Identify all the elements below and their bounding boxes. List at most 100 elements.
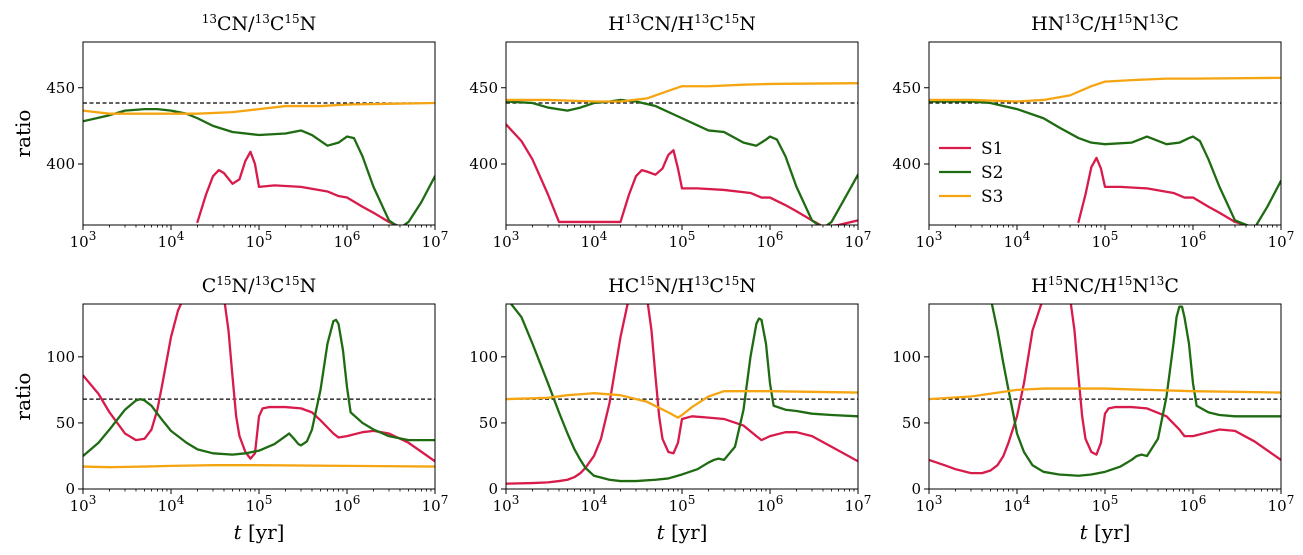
legend-label-S3: S3: [981, 187, 1003, 207]
x-tick-label: 107: [1268, 229, 1295, 251]
x-tick-label: 107: [845, 493, 872, 515]
tick-exponent: 6: [776, 493, 784, 507]
title-fragment: 13: [694, 12, 709, 26]
title-fragment: 13: [625, 12, 640, 26]
tick-base: 10: [845, 233, 864, 251]
series-line-S1: [506, 304, 858, 485]
title-fragment: 13: [1149, 12, 1164, 26]
tick-base: 10: [1004, 497, 1023, 515]
tick-base: 10: [70, 497, 89, 515]
title-fragment: C: [202, 275, 217, 297]
title-fragment: H: [1031, 275, 1048, 297]
y-tick-label: 50: [902, 414, 921, 432]
x-tick-label: 104: [1004, 229, 1031, 251]
x-axis-label-symbol: t: [657, 520, 666, 544]
title-fragment: C: [1164, 13, 1179, 35]
x-tick-label: 105: [246, 229, 273, 251]
tick-exponent: 7: [441, 229, 449, 243]
x-tick-label: 103: [493, 229, 520, 251]
tick-exponent: 4: [600, 229, 608, 243]
tick-exponent: 4: [1023, 493, 1031, 507]
title-fragment: 15: [724, 274, 739, 288]
series-line-S2: [83, 318, 435, 458]
title-fragment: 15: [284, 274, 299, 288]
x-tick-label: 103: [916, 229, 943, 251]
title-fragment: HC: [608, 275, 639, 297]
tick-base: 10: [246, 497, 265, 515]
series-line-S2: [506, 98, 858, 225]
title-fragment: N: [1132, 13, 1149, 35]
tick-base: 10: [757, 233, 776, 251]
tick-exponent: 4: [1023, 229, 1031, 243]
tick-base: 10: [158, 233, 177, 251]
x-tick-label: 104: [1004, 493, 1031, 515]
x-axis-label: t [yr]: [657, 520, 708, 544]
x-tick-label: 105: [1092, 493, 1119, 515]
tick-exponent: 6: [776, 229, 784, 243]
title-fragment: N: [300, 13, 317, 35]
tick-exponent: 7: [1287, 229, 1295, 243]
y-tick-label: 0: [911, 480, 921, 498]
x-tick-label: 103: [70, 493, 97, 515]
y-tick-label: 100: [46, 348, 75, 366]
series-line-S1: [506, 123, 858, 225]
title-fragment: C: [1164, 275, 1179, 297]
y-tick-label: 0: [488, 480, 498, 498]
x-tick-label: 103: [493, 493, 520, 515]
title-fragment: 15: [639, 274, 654, 288]
x-tick-label: 105: [1092, 229, 1119, 251]
tick-exponent: 7: [864, 229, 872, 243]
series-line-S1: [929, 304, 1281, 475]
tick-exponent: 5: [688, 493, 696, 507]
x-tick-label: 106: [334, 493, 361, 515]
title-fragment: N: [300, 275, 317, 297]
title-fragment: 13: [1064, 12, 1079, 26]
series-line-S1: [83, 304, 435, 463]
tick-base: 10: [757, 497, 776, 515]
tick-base: 10: [334, 497, 353, 515]
y-tick-label: 450: [892, 79, 921, 97]
x-tick-label: 105: [669, 493, 696, 515]
x-tick-label: 106: [334, 229, 361, 251]
series-line-S2: [83, 107, 435, 225]
y-tick-label: 400: [46, 155, 75, 173]
plot-frame: [928, 303, 1282, 490]
legend-label-S1: S1: [981, 139, 1003, 159]
tick-base: 10: [422, 233, 441, 251]
tick-base: 10: [669, 233, 688, 251]
tick-exponent: 3: [935, 493, 943, 507]
x-tick-label: 104: [158, 493, 185, 515]
tick-exponent: 5: [688, 229, 696, 243]
tick-exponent: 4: [177, 493, 185, 507]
tick-exponent: 6: [353, 493, 361, 507]
tick-base: 10: [334, 233, 353, 251]
x-tick-label: 106: [757, 229, 784, 251]
chart-title: H15NC/H15N13C: [1031, 274, 1179, 297]
title-fragment: CN/H: [640, 13, 694, 35]
tick-base: 10: [581, 233, 600, 251]
title-fragment: 15: [724, 12, 739, 26]
chart-title: C15N/13C15N: [202, 274, 317, 297]
title-fragment: H: [608, 13, 625, 35]
series-line-S3: [83, 464, 435, 469]
y-axis-label: ratio: [11, 373, 35, 421]
title-fragment: 13: [1149, 274, 1164, 288]
chart-title: H13CN/H13C15N: [608, 12, 756, 35]
legend-label-S2: S2: [981, 163, 1003, 183]
tick-exponent: 5: [1111, 493, 1119, 507]
title-fragment: 15: [1117, 274, 1132, 288]
x-tick-label: 107: [845, 229, 872, 251]
series-line-S2: [990, 304, 1281, 477]
title-fragment: 13: [202, 12, 217, 26]
tick-base: 10: [1268, 497, 1287, 515]
plot-frame: [82, 303, 436, 490]
tick-exponent: 7: [441, 493, 449, 507]
title-fragment: 15: [216, 274, 231, 288]
title-fragment: C: [270, 13, 285, 35]
y-tick-label: 450: [469, 79, 498, 97]
plot-frame: [82, 41, 436, 226]
